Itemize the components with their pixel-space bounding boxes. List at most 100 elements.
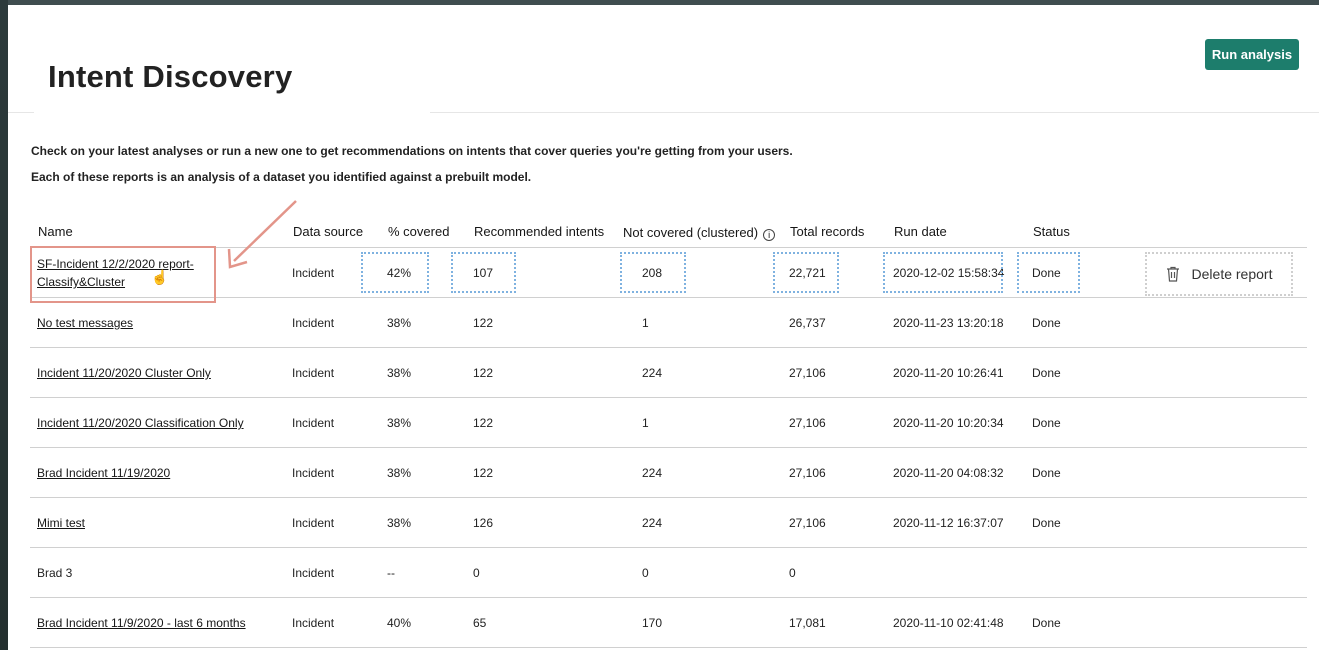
run-analysis-button[interactable]: Run analysis <box>1205 39 1299 70</box>
cell-total: 27,106 <box>789 498 826 548</box>
cell-covered: 40% <box>387 598 411 648</box>
intent-discovery-page: Intent Discovery Run analysis Check on y… <box>8 5 1319 650</box>
cell-value: 2020-12-02 15:58:34 <box>893 266 1005 280</box>
report-name-link[interactable]: No test messages <box>37 316 134 330</box>
report-name-link[interactable]: Brad Incident 11/9/2020 - last 6 months <box>37 616 246 630</box>
description-line-1: Check on your latest analyses or run a n… <box>31 144 793 158</box>
cell-source: Incident <box>292 298 334 348</box>
info-icon[interactable]: i <box>763 229 776 241</box>
column-header-status[interactable]: Status <box>1033 224 1070 239</box>
cell-recommended: 126 <box>473 498 493 548</box>
cell-value: 0 <box>642 566 649 580</box>
column-header-not-covered[interactable]: Not covered (clustered) i <box>623 225 776 241</box>
page-title: Intent Discovery <box>48 59 293 94</box>
cell-status: Done <box>1032 498 1061 548</box>
cell-total: 27,106 <box>789 348 826 398</box>
cell-covered: -- <box>387 548 395 598</box>
cell-not-covered: 170 <box>642 598 662 648</box>
highlight-annotation-box <box>30 246 216 303</box>
table-row: Brad Incident 11/9/2020 - last 6 months I… <box>30 598 1307 648</box>
cell-run-date: 2020-11-12 16:37:07 <box>893 498 1004 548</box>
column-header-data-source[interactable]: Data source <box>293 224 364 239</box>
cell-source: Incident <box>292 498 334 548</box>
cell-not-covered: 208 <box>642 248 662 298</box>
cell-value: 122 <box>473 316 494 330</box>
cell-value: 1 <box>642 416 649 430</box>
cell-total: 27,106 <box>789 448 826 498</box>
report-name-link[interactable]: SF-Incident 12/2/2020 report-Classify&Cl… <box>37 257 194 289</box>
cell-value: 2020-11-20 10:26:41 <box>893 366 1004 380</box>
cell-source: Incident <box>292 448 334 498</box>
cell-run-date: 2020-11-10 02:41:48 <box>893 598 1004 648</box>
cell-value: 26,737 <box>789 316 826 330</box>
report-name: Brad 3 <box>37 566 73 580</box>
cell-run-date: 2020-11-20 10:26:41 <box>893 348 1004 398</box>
cell-value: 122 <box>473 416 494 430</box>
cell-run-date: 2020-11-23 13:20:18 <box>893 298 1004 348</box>
page-header <box>8 5 1319 113</box>
cell-status: Done <box>1032 448 1061 498</box>
cell-source: Incident <box>292 248 334 298</box>
cell-value: 38% <box>387 366 412 380</box>
cell-value: Incident <box>292 316 335 330</box>
cell-recommended: 65 <box>473 598 486 648</box>
cell-run-date: 2020-11-20 04:08:32 <box>893 448 1004 498</box>
report-name-link[interactable]: Incident 11/20/2020 Cluster Only <box>37 366 211 380</box>
trash-icon <box>1166 266 1179 282</box>
cell-value: 2020-11-20 04:08:32 <box>893 466 1004 480</box>
cell-value: 0 <box>473 566 480 580</box>
cell-covered: 38% <box>387 448 411 498</box>
cell-recommended: 107 <box>473 248 493 298</box>
cell-name: Brad Incident 11/19/2020 <box>37 448 170 498</box>
cell-value: 2020-11-23 13:20:18 <box>893 316 1004 330</box>
table-row: No test messages Incident 38% 122 1 26,737 202… <box>30 298 1307 348</box>
report-name-link[interactable]: Brad Incident 11/19/2020 <box>37 466 171 480</box>
table-row: Incident 11/20/2020 Classification Only I… <box>30 398 1307 448</box>
window-top-border <box>0 0 1319 5</box>
column-header-not-covered-label: Not covered (clustered) <box>623 225 759 240</box>
cell-status: Done <box>1032 348 1061 398</box>
cell-name: Mimi test <box>37 498 85 548</box>
cell-value: 17,081 <box>789 616 826 630</box>
cell-value: 27,106 <box>789 466 826 480</box>
header-divider <box>30 247 1307 248</box>
cell-value: Incident <box>292 566 335 580</box>
cell-status: Done <box>1032 398 1061 448</box>
cell-status: Done <box>1032 598 1061 648</box>
cell-value: Done <box>1032 616 1061 630</box>
focus-outline <box>451 252 516 293</box>
cell-value: 1 <box>642 316 649 330</box>
column-header-run-date[interactable]: Run date <box>894 224 947 239</box>
window-left-border <box>0 0 8 650</box>
cell-total: 27,106 <box>789 398 826 448</box>
cell-recommended: 122 <box>473 448 493 498</box>
cell-source: Incident <box>292 548 334 598</box>
report-name-link[interactable]: Incident 11/20/2020 Classification Only <box>37 416 244 430</box>
cell-value: 22,721 <box>789 266 826 280</box>
cell-value: 27,106 <box>789 516 826 530</box>
cell-covered: 38% <box>387 398 411 448</box>
cell-value: Done <box>1032 266 1061 280</box>
cell-value: Done <box>1032 466 1061 480</box>
cell-value: 2020-11-10 02:41:48 <box>893 616 1004 630</box>
cell-source: Incident <box>292 398 334 448</box>
report-name-link[interactable]: Mimi test <box>37 516 85 530</box>
cell-value: 27,106 <box>789 416 826 430</box>
cell-source: Incident <box>292 598 334 648</box>
focus-outline <box>883 252 1003 293</box>
cell-total: 22,721 <box>789 248 826 298</box>
delete-report-button[interactable]: Delete report <box>1145 253 1293 295</box>
cell-value: Incident <box>292 516 335 530</box>
cell-value: 65 <box>473 616 487 630</box>
column-header-covered[interactable]: % covered <box>388 224 450 239</box>
column-header-recommended-intents[interactable]: Recommended intents <box>474 224 605 239</box>
column-header-total-records[interactable]: Total records <box>790 224 865 239</box>
cell-total: 17,081 <box>789 598 826 648</box>
cell-not-covered: 224 <box>642 498 662 548</box>
cell-name: No test messages <box>37 298 133 348</box>
cell-name: Brad 3 <box>37 548 72 598</box>
column-header-name[interactable]: Name <box>38 224 73 239</box>
cell-recommended: 122 <box>473 298 493 348</box>
cell-status: Done <box>1032 298 1061 348</box>
cell-value: 38% <box>387 466 412 480</box>
